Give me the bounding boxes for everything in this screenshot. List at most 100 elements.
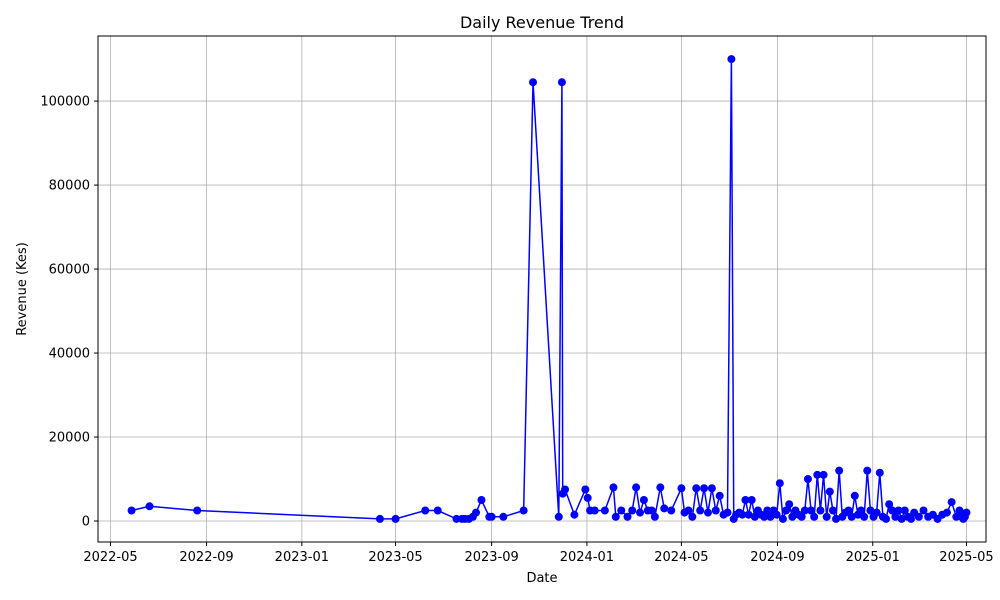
x-tick-label: 2025-05 — [939, 550, 993, 565]
data-point — [499, 512, 508, 521]
data-point — [632, 483, 641, 492]
data-point — [421, 506, 430, 515]
data-point — [660, 504, 669, 513]
data-point — [894, 506, 903, 515]
data-point — [557, 78, 566, 87]
data-point — [472, 508, 481, 517]
data-point — [433, 506, 442, 515]
data-point — [711, 506, 720, 515]
data-point — [561, 485, 570, 494]
data-point — [628, 506, 637, 515]
data-point — [782, 506, 791, 515]
data-point — [744, 510, 753, 519]
plot-frame — [97, 35, 987, 543]
data-point — [738, 510, 747, 519]
data-point — [692, 484, 701, 493]
data-point — [703, 508, 712, 517]
data-point — [875, 468, 884, 477]
data-point — [487, 512, 496, 521]
data-point — [700, 484, 709, 493]
data-point — [375, 514, 384, 523]
y-tick-label: 80000 — [49, 179, 90, 194]
data-point — [570, 510, 579, 519]
data-point — [803, 475, 812, 484]
data-point — [688, 512, 697, 521]
data-point — [727, 55, 736, 64]
chart-title: Daily Revenue Trend — [460, 13, 624, 32]
data-point — [863, 466, 872, 475]
x-tick-label: 2022-09 — [179, 550, 233, 565]
marker-layer — [127, 55, 971, 523]
data-point — [866, 506, 875, 515]
data-point — [193, 506, 202, 515]
data-point — [835, 466, 844, 475]
data-point — [955, 506, 964, 515]
data-point — [590, 506, 599, 515]
data-point — [639, 496, 648, 505]
data-point — [800, 506, 809, 515]
data-point — [847, 512, 856, 521]
data-point — [825, 487, 834, 496]
data-point — [452, 514, 461, 523]
data-point — [696, 506, 705, 515]
x-tick-label: 2022-05 — [83, 550, 137, 565]
data-point — [860, 512, 869, 521]
data-point — [813, 470, 822, 479]
data-point — [872, 508, 881, 517]
line-layer — [131, 59, 968, 522]
data-point — [772, 510, 781, 519]
data-point — [684, 506, 693, 515]
x-tick-label: 2025-01 — [846, 550, 900, 565]
data-point — [677, 484, 686, 493]
data-point — [741, 496, 750, 505]
data-point — [828, 506, 837, 515]
data-point — [747, 496, 756, 505]
data-point — [850, 491, 859, 500]
data-point — [819, 470, 828, 479]
data-point — [581, 485, 590, 494]
data-point — [807, 506, 816, 515]
data-point — [778, 514, 787, 523]
x-tick-label: 2023-05 — [368, 550, 422, 565]
data-point — [900, 506, 909, 515]
data-point — [750, 512, 759, 521]
data-point — [477, 496, 486, 505]
y-tick-label: 20000 — [49, 431, 90, 446]
data-point — [707, 484, 716, 493]
data-point — [962, 508, 971, 517]
data-point — [857, 506, 866, 515]
y-tick-label: 0 — [82, 515, 90, 530]
data-point — [623, 512, 632, 521]
data-point — [766, 512, 775, 521]
data-point — [775, 479, 784, 488]
data-point — [145, 502, 154, 511]
data-point — [816, 506, 825, 515]
data-point — [609, 483, 618, 492]
data-point — [656, 483, 665, 492]
data-point — [797, 512, 806, 521]
data-point — [583, 493, 592, 502]
data-point — [611, 512, 620, 521]
data-point — [942, 508, 951, 517]
data-point — [391, 514, 400, 523]
data-point — [763, 506, 772, 515]
data-point — [127, 506, 136, 515]
data-point — [952, 512, 961, 521]
y-tick-label: 100000 — [40, 95, 90, 110]
grid-layer — [98, 36, 986, 542]
y-axis-title: Revenue (Kes) — [15, 242, 30, 336]
data-point — [785, 500, 794, 509]
data-point — [885, 500, 894, 509]
data-point — [810, 512, 819, 521]
data-point — [529, 78, 538, 87]
data-point — [723, 508, 732, 517]
data-point — [882, 514, 891, 523]
x-tick-label: 2023-01 — [275, 550, 329, 565]
revenue-series-line — [131, 59, 968, 522]
data-point — [891, 512, 900, 521]
x-tick-label: 2023-09 — [464, 550, 518, 565]
data-point — [788, 512, 797, 521]
data-point — [636, 508, 645, 517]
